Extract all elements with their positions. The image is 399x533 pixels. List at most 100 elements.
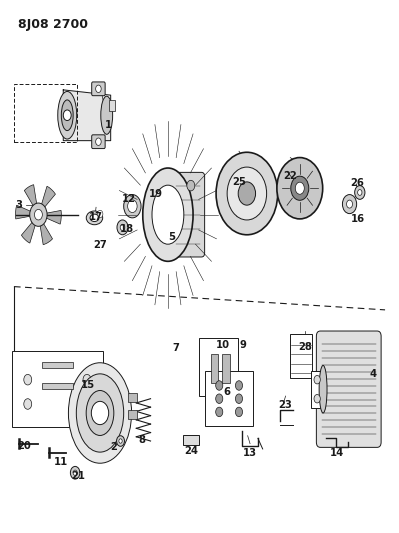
Circle shape [96, 138, 101, 146]
Text: 19: 19 [149, 189, 163, 198]
Wedge shape [38, 186, 55, 215]
Circle shape [216, 152, 278, 235]
Text: 26: 26 [350, 178, 364, 188]
Bar [222, 354, 229, 383]
Circle shape [70, 466, 80, 479]
Wedge shape [38, 215, 53, 245]
Ellipse shape [90, 214, 99, 222]
Circle shape [291, 176, 309, 200]
Text: 9: 9 [239, 340, 246, 350]
Circle shape [235, 394, 243, 403]
Bar [109, 100, 115, 111]
Circle shape [91, 401, 109, 425]
Circle shape [120, 224, 125, 230]
Circle shape [83, 374, 91, 385]
Bar [128, 393, 137, 402]
Text: 28: 28 [298, 342, 312, 352]
Circle shape [347, 200, 353, 208]
Circle shape [277, 158, 323, 219]
Bar [205, 371, 253, 426]
Bar [183, 435, 199, 445]
Circle shape [63, 110, 71, 120]
Circle shape [117, 220, 128, 235]
Text: 2: 2 [110, 442, 117, 453]
Text: 14: 14 [330, 448, 344, 458]
Circle shape [96, 85, 101, 93]
Circle shape [124, 195, 141, 218]
Bar [290, 334, 312, 377]
Text: 18: 18 [120, 224, 134, 235]
Text: 7: 7 [172, 343, 179, 353]
FancyBboxPatch shape [169, 172, 205, 257]
Circle shape [24, 399, 32, 409]
Text: 4: 4 [369, 369, 377, 379]
Circle shape [216, 381, 223, 390]
Circle shape [314, 375, 320, 384]
Text: 24: 24 [185, 446, 199, 456]
Circle shape [73, 470, 77, 475]
Text: 22: 22 [283, 171, 297, 181]
Circle shape [235, 407, 243, 417]
Text: 20: 20 [17, 441, 31, 451]
Wedge shape [24, 184, 38, 215]
FancyBboxPatch shape [92, 135, 105, 149]
Wedge shape [22, 215, 38, 243]
Circle shape [216, 407, 223, 417]
Circle shape [97, 211, 103, 217]
Circle shape [342, 195, 357, 214]
Circle shape [128, 200, 137, 213]
Circle shape [83, 399, 91, 409]
Circle shape [216, 394, 223, 403]
Wedge shape [38, 211, 61, 224]
Circle shape [355, 185, 365, 199]
Ellipse shape [61, 100, 73, 131]
Text: 17: 17 [89, 212, 103, 222]
Text: 12: 12 [121, 195, 135, 204]
Circle shape [30, 203, 47, 227]
Text: 16: 16 [350, 214, 365, 224]
Text: 8: 8 [139, 435, 146, 445]
Bar [41, 362, 73, 368]
Ellipse shape [143, 168, 193, 261]
Ellipse shape [152, 185, 184, 244]
Ellipse shape [86, 211, 103, 225]
Bar [211, 354, 218, 383]
Text: 3: 3 [15, 200, 22, 209]
Bar [12, 351, 103, 427]
Text: 25: 25 [232, 177, 246, 187]
Bar [41, 383, 73, 389]
Text: 8J08 2700: 8J08 2700 [18, 18, 88, 31]
Circle shape [24, 374, 32, 385]
Circle shape [34, 209, 42, 220]
Text: 15: 15 [81, 380, 95, 390]
Circle shape [295, 182, 304, 194]
Text: 13: 13 [243, 448, 257, 458]
Text: 1: 1 [105, 120, 112, 130]
Ellipse shape [101, 96, 113, 134]
Ellipse shape [86, 391, 114, 435]
FancyBboxPatch shape [316, 331, 381, 447]
Polygon shape [63, 90, 111, 141]
Circle shape [227, 167, 267, 220]
Wedge shape [16, 205, 38, 219]
Ellipse shape [76, 374, 124, 452]
Circle shape [117, 435, 124, 446]
Text: 21: 21 [71, 471, 85, 481]
Circle shape [314, 394, 320, 403]
Circle shape [119, 439, 122, 443]
Bar [128, 410, 137, 419]
Circle shape [235, 381, 243, 390]
Ellipse shape [58, 92, 77, 139]
Bar [311, 370, 323, 408]
Bar [199, 338, 238, 396]
Text: 23: 23 [279, 400, 292, 410]
Text: 6: 6 [223, 387, 231, 398]
Circle shape [238, 182, 256, 205]
Text: 11: 11 [53, 457, 68, 467]
Text: 27: 27 [93, 240, 107, 251]
Text: 5: 5 [168, 232, 176, 243]
Ellipse shape [319, 366, 327, 413]
Bar [14, 84, 77, 142]
Text: 10: 10 [216, 340, 230, 350]
FancyBboxPatch shape [92, 82, 105, 96]
